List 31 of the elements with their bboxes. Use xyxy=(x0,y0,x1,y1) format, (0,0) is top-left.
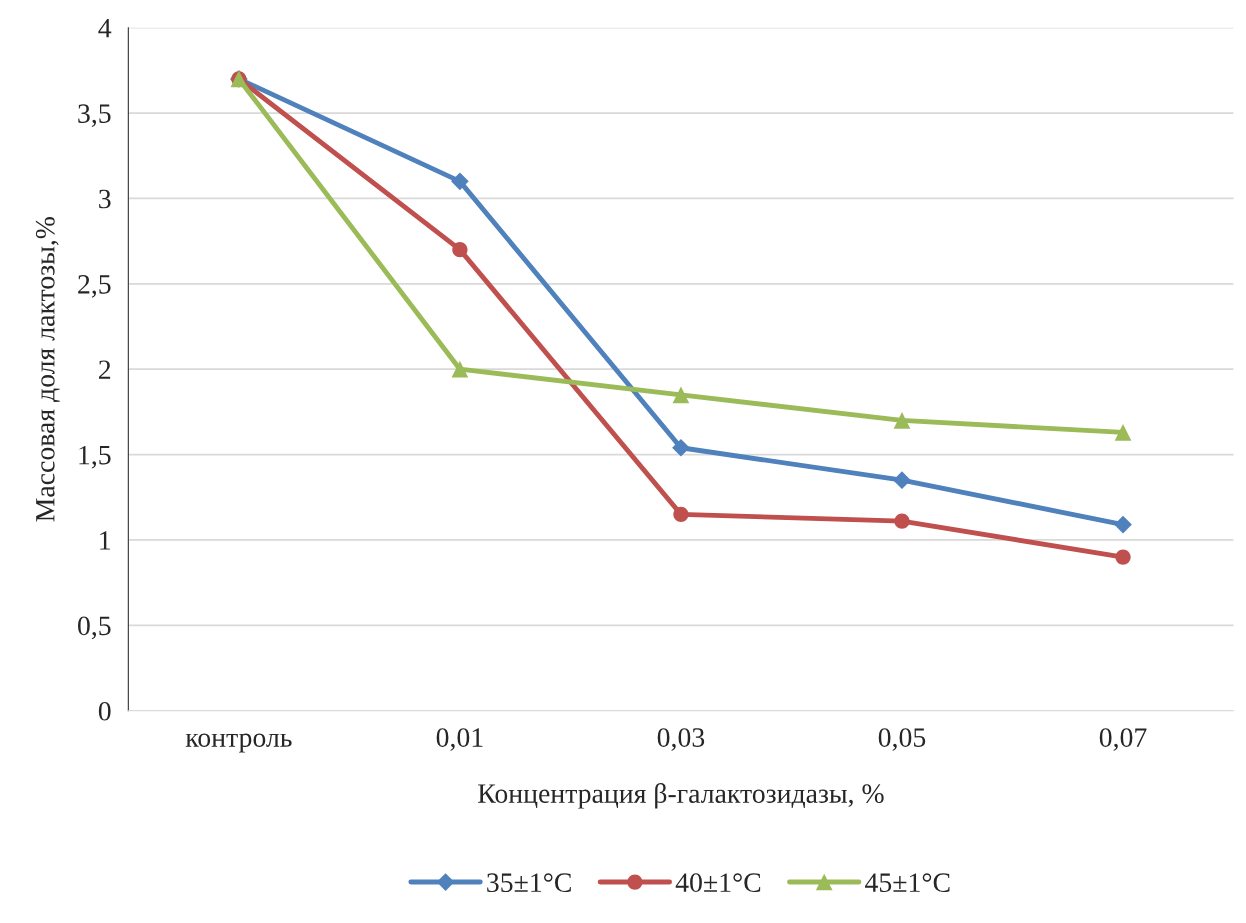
point xyxy=(673,506,689,522)
point xyxy=(452,242,468,258)
x-tick-label: 0,07 xyxy=(1099,728,1147,751)
y-tick-label: 0 xyxy=(98,701,111,721)
point xyxy=(451,172,469,191)
x-tick-label: 0,01 xyxy=(436,728,483,751)
point xyxy=(672,386,690,404)
point xyxy=(893,412,911,429)
x-tick-label: контроль xyxy=(185,733,292,753)
legend-label: 40±1°C xyxy=(675,873,761,893)
point xyxy=(672,438,690,457)
y-tick-label: 1,5 xyxy=(79,445,111,469)
y-axis-title: Массовая доля лактозы,% xyxy=(35,217,60,522)
point xyxy=(1115,549,1131,565)
point xyxy=(1114,424,1132,441)
point xyxy=(894,513,910,529)
x-tick-label: 0,03 xyxy=(657,728,705,751)
x-tick-label: 0,05 xyxy=(878,728,926,751)
point xyxy=(1114,515,1132,534)
point xyxy=(451,360,469,378)
y-tick-label: 3,5 xyxy=(78,104,111,127)
point xyxy=(893,471,911,490)
y-tick-label: 4 xyxy=(98,19,112,38)
legend-label: 35±1°C xyxy=(487,873,571,893)
y-tick-label: 2 xyxy=(99,360,111,379)
legend-label: 45±1°C xyxy=(865,873,950,893)
y-tick-label: 3 xyxy=(99,189,111,209)
y-tick-label: 2,5 xyxy=(78,275,111,298)
y-tick-label: 1 xyxy=(100,531,110,550)
x-axis-title: Концентрация β-галактозидазы, % xyxy=(478,783,884,809)
y-tick-label: 0,5 xyxy=(78,616,111,640)
